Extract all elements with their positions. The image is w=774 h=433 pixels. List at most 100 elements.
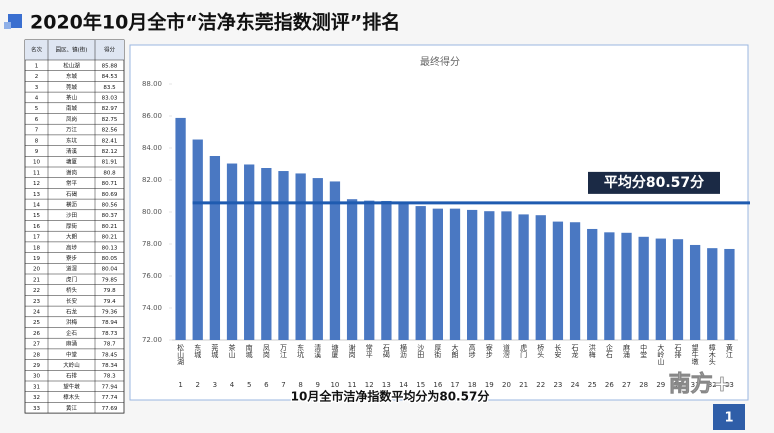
x-tick-label: 大朗 bbox=[451, 343, 459, 359]
table-cell: 8 bbox=[35, 138, 39, 144]
x-rank-label: 24 bbox=[571, 381, 580, 389]
y-tick-label: 86.00 bbox=[142, 112, 162, 120]
table-cell: 寮步 bbox=[66, 254, 78, 262]
table-cell: 17 bbox=[33, 235, 40, 241]
table-cell: 80.56 bbox=[102, 202, 118, 208]
table-cell: 22 bbox=[33, 288, 40, 294]
x-tick-label: 寮步 bbox=[485, 343, 493, 359]
table-cell: 18 bbox=[33, 245, 40, 251]
table-cell: 樟木头 bbox=[63, 393, 80, 401]
table-header: 名次 bbox=[31, 46, 43, 54]
table-cell: 5 bbox=[35, 106, 39, 112]
x-tick-label: 沙田 bbox=[417, 344, 425, 359]
table-cell: 道滘 bbox=[66, 265, 78, 273]
x-rank-label: 11 bbox=[348, 381, 357, 389]
table-cell: 32 bbox=[33, 395, 40, 401]
x-tick-label: 东城 bbox=[194, 343, 202, 359]
bar bbox=[467, 209, 478, 340]
table-cell: 16 bbox=[33, 224, 40, 230]
title-icon bbox=[4, 22, 11, 29]
table-cell: 6 bbox=[35, 117, 39, 123]
table-cell: 7 bbox=[35, 128, 39, 134]
table-cell: 80.71 bbox=[102, 181, 118, 187]
table-cell: 谢岗 bbox=[66, 168, 77, 176]
table-cell: 80.21 bbox=[102, 224, 118, 230]
x-rank-label: 3 bbox=[213, 381, 217, 389]
x-tick-label: 黄江 bbox=[725, 343, 733, 359]
x-rank-label: 22 bbox=[536, 381, 545, 389]
x-tick-label: 大岭山 bbox=[657, 343, 665, 366]
x-rank-label: 25 bbox=[588, 381, 597, 389]
table-cell: 24 bbox=[33, 309, 40, 315]
x-tick-label: 茶山 bbox=[228, 343, 236, 359]
table-cell: 厚街 bbox=[66, 222, 78, 230]
annotation-box bbox=[588, 171, 720, 194]
table-cell: 82.75 bbox=[102, 117, 118, 123]
x-tick-label: 洪梅 bbox=[588, 343, 596, 359]
y-tick-label: 88.00 bbox=[142, 80, 162, 88]
x-tick-label: 常平 bbox=[365, 343, 373, 359]
table-cell: 82.56 bbox=[102, 128, 118, 134]
x-rank-label: 29 bbox=[656, 381, 665, 389]
y-tick-label: 84.00 bbox=[142, 144, 162, 152]
table-cell: 78.34 bbox=[102, 363, 118, 369]
table-cell: 78.3 bbox=[103, 374, 116, 380]
x-tick-label: 中堂 bbox=[640, 343, 648, 358]
x-rank-label: 8 bbox=[298, 381, 302, 389]
table-cell: 77.94 bbox=[102, 384, 118, 390]
x-rank-label: 23 bbox=[553, 381, 562, 389]
bar bbox=[312, 178, 323, 340]
table-cell: 26 bbox=[33, 331, 40, 337]
table-bg bbox=[24, 39, 125, 414]
x-rank-label: 7 bbox=[281, 381, 285, 389]
table-cell: 82.41 bbox=[102, 138, 118, 144]
bar bbox=[432, 208, 443, 340]
page-number: 1 bbox=[724, 411, 733, 426]
table-cell: 13 bbox=[33, 192, 40, 198]
table-cell: 80.8 bbox=[103, 170, 116, 176]
table-header: 园区、镇(街) bbox=[56, 46, 88, 54]
table-cell: 松山湖 bbox=[63, 61, 80, 69]
x-rank-label: 4 bbox=[230, 381, 235, 389]
table-cell: 80.13 bbox=[102, 245, 118, 251]
table-cell: 望牛墩 bbox=[63, 382, 80, 390]
table-cell: 82.97 bbox=[102, 106, 118, 112]
table-cell: 19 bbox=[33, 256, 40, 262]
table-cell: 31 bbox=[33, 384, 40, 390]
annotation: 平均分80.57分 bbox=[604, 174, 704, 191]
x-rank-label: 17 bbox=[451, 381, 460, 389]
x-rank-label: 26 bbox=[605, 381, 614, 389]
table-cell: 78.45 bbox=[102, 352, 118, 358]
bar bbox=[621, 232, 632, 340]
table-cell: 14 bbox=[33, 202, 40, 208]
bar bbox=[569, 222, 581, 340]
x-tick-label: 东坑 bbox=[297, 343, 305, 359]
x-rank-label: 27 bbox=[622, 381, 631, 389]
bar bbox=[484, 211, 495, 340]
bar bbox=[535, 215, 546, 340]
table-cell: 高埗 bbox=[66, 243, 78, 251]
table-cell: 东坑 bbox=[66, 136, 78, 144]
table-cell: 83.03 bbox=[102, 95, 118, 101]
table-cell: 3 bbox=[35, 85, 39, 91]
table-header: 得分 bbox=[104, 46, 116, 54]
bar bbox=[689, 244, 701, 340]
table-cell: 84.53 bbox=[102, 74, 118, 80]
x-rank-label: 30 bbox=[674, 381, 683, 389]
x-tick-label: 松山湖 bbox=[177, 343, 185, 366]
table-cell: 78.94 bbox=[102, 320, 118, 326]
x-tick-label: 石排 bbox=[674, 344, 682, 359]
table-cell: 28 bbox=[33, 352, 40, 358]
table-cell: 79.4 bbox=[103, 299, 116, 305]
y-tick-label: 72.00 bbox=[142, 336, 162, 344]
table-header-bg bbox=[25, 40, 124, 60]
chart: 72.00 74.00 76.00 78.00 80.00 82.00 84.00 86.00… bbox=[142, 80, 750, 389]
page-number-box bbox=[713, 404, 745, 430]
bar bbox=[518, 214, 529, 340]
title-icon bbox=[8, 14, 22, 28]
x-rank-label: 31 bbox=[691, 381, 700, 389]
table-cell: 10 bbox=[33, 160, 40, 166]
table-cell: 虎门 bbox=[66, 275, 77, 283]
table-cell: 塘厦 bbox=[66, 158, 78, 166]
